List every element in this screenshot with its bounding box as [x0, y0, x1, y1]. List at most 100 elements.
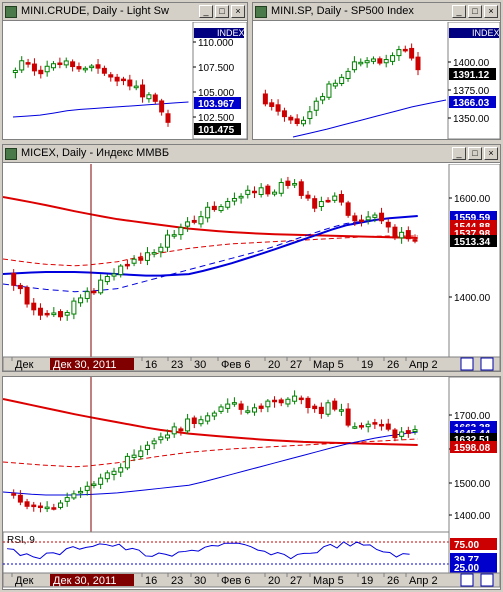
- candle: [211, 412, 217, 417]
- candle: [338, 193, 344, 203]
- y-tick-label: 1700.00: [454, 411, 491, 422]
- close-button[interactable]: ×: [484, 5, 498, 18]
- candle: [358, 61, 364, 65]
- candle: [392, 226, 398, 239]
- candle: [325, 402, 331, 415]
- candle: [124, 263, 130, 267]
- candle: [131, 258, 137, 264]
- crosshair-date-label: Дек 30, 2011: [53, 575, 116, 587]
- index-label: INDEX: [217, 28, 245, 38]
- candle: [108, 74, 114, 78]
- price-badge-label: 1366.03: [453, 98, 490, 109]
- candle: [385, 423, 391, 430]
- candle: [251, 407, 257, 413]
- candle: [185, 221, 191, 227]
- micex-titlebar[interactable]: MICEX, Daily - Индекс ММВБ _ □ ×: [3, 145, 500, 163]
- chart-options-icon: [480, 573, 494, 587]
- candle: [31, 504, 37, 508]
- candle: [379, 423, 385, 427]
- price-badge-label: 1391.12: [453, 70, 490, 81]
- candle: [11, 272, 17, 286]
- candle: [165, 113, 171, 123]
- candle: [377, 58, 383, 64]
- crude-window[interactable]: MINI.CRUDE, Daily - Light Sw _ □ × INDEX…: [2, 2, 248, 140]
- close-button[interactable]: ×: [484, 147, 498, 160]
- plot-area: [3, 377, 449, 532]
- candle: [44, 506, 50, 510]
- candle: [405, 230, 411, 240]
- x-tick-label: Фев 6: [221, 575, 251, 587]
- minimize-button[interactable]: _: [452, 5, 466, 18]
- candle: [82, 67, 88, 71]
- candle: [114, 76, 120, 82]
- candle: [275, 104, 281, 112]
- lower-chart[interactable]: RSI, 91700.001600.001500.001400.001663.3…: [3, 377, 500, 589]
- candle: [146, 94, 152, 100]
- candle: [326, 83, 332, 98]
- x-tick-label: 30: [194, 359, 206, 371]
- candle: [415, 56, 421, 71]
- candle: [37, 307, 43, 316]
- candle: [379, 212, 385, 222]
- candle: [165, 234, 171, 248]
- candle: [101, 67, 107, 74]
- candle: [409, 47, 415, 59]
- candle: [58, 502, 64, 508]
- y-tick-label: 105.000: [198, 88, 235, 99]
- candle: [399, 431, 405, 437]
- candle: [205, 206, 211, 219]
- moving-average-red-dashed: [3, 235, 418, 267]
- micex-chart[interactable]: 1600.001400.001559.591544.881537.981513.…: [3, 164, 500, 371]
- maximize-button[interactable]: □: [215, 5, 229, 18]
- candle: [269, 102, 275, 107]
- moving-average-red-dashed: [3, 438, 418, 468]
- candle: [64, 311, 70, 316]
- candle: [332, 82, 338, 87]
- lower-window[interactable]: RSI, 91700.001600.001500.001400.001663.3…: [2, 376, 501, 590]
- candle: [225, 201, 231, 208]
- candle: [285, 180, 291, 186]
- chart-options-icon: [460, 573, 474, 587]
- y-tick-label: 1400.00: [454, 511, 491, 522]
- candle: [70, 61, 76, 68]
- crude-titlebar[interactable]: MINI.CRUDE, Daily - Light Sw _ □ ×: [3, 3, 247, 21]
- price-badge-label: 103.967: [198, 99, 235, 110]
- candle: [133, 85, 139, 89]
- minimize-button[interactable]: _: [199, 5, 213, 18]
- candle: [272, 191, 278, 195]
- candle: [258, 187, 264, 196]
- candle: [281, 110, 287, 118]
- sp-titlebar[interactable]: MINI.SP, Daily - SP500 Index _ □ ×: [253, 3, 500, 21]
- candle: [312, 198, 318, 209]
- candle: [11, 493, 17, 496]
- sp-window[interactable]: MINI.SP, Daily - SP500 Index _ □ × INDEX…: [252, 2, 501, 140]
- crosshair-date-label: Дек 30, 2011: [53, 359, 116, 371]
- minimize-button[interactable]: _: [452, 147, 466, 160]
- micex-title: MICEX, Daily - Индекс ММВБ: [21, 147, 170, 159]
- candle: [372, 422, 378, 425]
- candle: [288, 116, 294, 121]
- candle: [71, 493, 77, 499]
- candle: [231, 402, 237, 405]
- candle: [285, 398, 291, 405]
- candle: [191, 417, 197, 425]
- micex-window[interactable]: MICEX, Daily - Индекс ММВБ _ □ × 1600.00…: [2, 144, 501, 372]
- plot-area: [3, 22, 193, 139]
- sp-chart[interactable]: INDEX 1400.00 1375.00 1350.00 1391.12 1366.03: [253, 22, 500, 139]
- candle: [211, 205, 217, 211]
- candle: [272, 399, 278, 403]
- candle: [383, 59, 389, 64]
- maximize-button[interactable]: □: [468, 147, 482, 160]
- candle: [31, 302, 37, 311]
- maximize-button[interactable]: □: [468, 5, 482, 18]
- plot-area: [3, 164, 449, 357]
- chart-options-icon: [460, 357, 474, 371]
- close-button[interactable]: ×: [231, 5, 245, 18]
- candle: [238, 195, 244, 199]
- plot-area: [253, 22, 448, 139]
- candle: [165, 434, 171, 439]
- candle: [405, 430, 411, 434]
- price-badge: [450, 538, 497, 550]
- rsi-label: RSI, 9: [7, 535, 35, 546]
